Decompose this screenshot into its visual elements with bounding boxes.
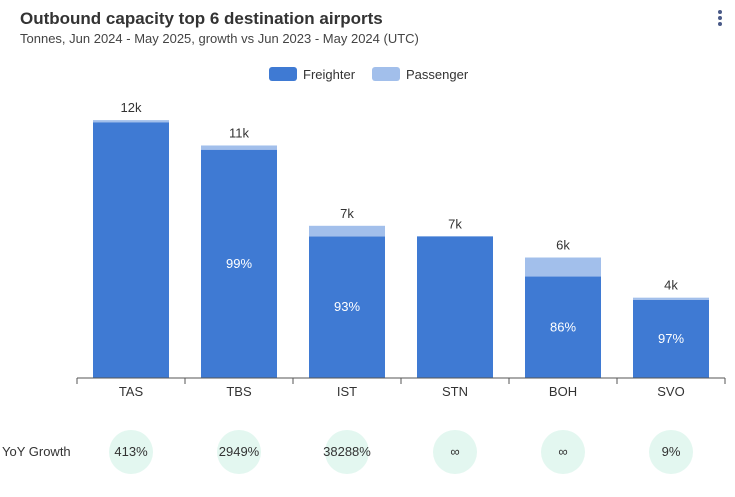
bar-freighter-stn xyxy=(417,236,493,378)
growth-badge-boh xyxy=(541,430,585,474)
x-tick-label-tas: TAS xyxy=(119,384,144,399)
legend-label-passenger: Passenger xyxy=(406,67,469,82)
bar-passenger-ist xyxy=(309,225,385,237)
x-tick-label-stn: STN xyxy=(442,384,468,399)
total-label-svo: 4k xyxy=(664,278,678,293)
total-label-boh: 6k xyxy=(556,238,570,253)
bar-freighter-tbs xyxy=(201,149,277,378)
more-vertical-icon[interactable] xyxy=(715,8,725,32)
growth-value-tbs: 2949% xyxy=(219,444,260,459)
bar-passenger-svo xyxy=(633,297,709,300)
x-tick-label-tbs: TBS xyxy=(226,384,252,399)
legend-swatch-passenger xyxy=(372,67,400,81)
growth-badge-stn xyxy=(433,430,477,474)
bar-passenger-tbs xyxy=(201,145,277,150)
growth-badge-ist xyxy=(325,430,369,474)
chart-legend: Freighter Passenger xyxy=(269,67,469,82)
bar-passenger-tas xyxy=(93,120,169,123)
legend-swatch-freighter xyxy=(269,67,297,81)
total-label-stn: 7k xyxy=(448,216,462,231)
share-label-boh: 86% xyxy=(550,319,576,334)
x-tick-label-svo: SVO xyxy=(657,384,684,399)
chart-subtitle: Tonnes, Jun 2024 - May 2025, growth vs J… xyxy=(20,31,419,46)
growth-value-svo: 9% xyxy=(662,444,681,459)
legend-item-freighter: Freighter xyxy=(269,67,356,82)
share-label-ist: 93% xyxy=(334,299,360,314)
growth-badge-svo xyxy=(649,430,693,474)
chart-header: Outbound capacity top 6 destination airp… xyxy=(20,8,700,48)
bar-freighter-boh xyxy=(525,276,601,378)
share-label-tbs: 99% xyxy=(226,256,252,271)
growth-value-stn: ∞ xyxy=(450,444,459,459)
total-label-ist: 7k xyxy=(340,206,354,221)
total-label-tbs: 11k xyxy=(229,125,249,140)
bar-passenger-boh xyxy=(525,257,601,277)
x-tick-label-boh: BOH xyxy=(549,384,577,399)
growth-badge-tas xyxy=(109,430,153,474)
growth-row-label: YoY Growth xyxy=(2,444,71,459)
growth-badge-tbs xyxy=(217,430,261,474)
growth-value-ist: 38288% xyxy=(323,444,371,459)
legend-item-passenger: Passenger xyxy=(372,67,469,82)
bar-freighter-tas xyxy=(93,122,169,378)
x-tick-label-ist: IST xyxy=(337,384,357,399)
bar-freighter-ist xyxy=(309,236,385,378)
legend-label-freighter: Freighter xyxy=(303,67,356,82)
chart-title: Outbound capacity top 6 destination airp… xyxy=(20,9,383,28)
growth-value-tas: 413% xyxy=(114,444,148,459)
growth-value-boh: ∞ xyxy=(558,444,567,459)
total-label-tas: 12k xyxy=(121,100,142,115)
bar-freighter-svo xyxy=(633,299,709,378)
share-label-svo: 97% xyxy=(658,331,684,346)
